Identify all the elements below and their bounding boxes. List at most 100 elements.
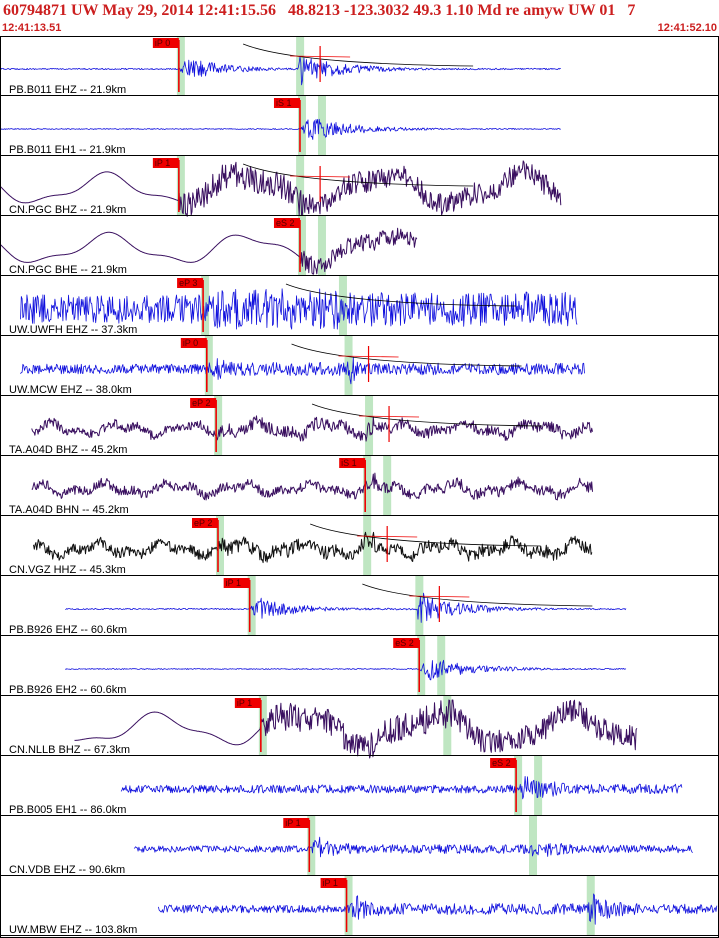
trace-panel: eP 2 TA.A04D BHZ -- 45.2km	[0, 396, 719, 456]
pick-flag	[190, 398, 217, 408]
amplitude-baseline	[409, 595, 470, 598]
waveform	[31, 472, 593, 501]
waveform	[65, 659, 627, 681]
coda-curve	[242, 163, 474, 187]
pick-label: eP 2	[192, 398, 210, 408]
waveform	[65, 592, 627, 623]
trace-panel: eP 2 CN.VGZ HHZ -- 45.3km	[0, 516, 719, 576]
seismogram-panel: iP 0 PB.B011 EHZ -- 21.9km iS 1 PB.B011 EH1…	[0, 36, 719, 938]
station-label: CN.PGC BHZ -- 21.9km	[9, 204, 126, 216]
pick-flag	[273, 218, 300, 228]
pick-label: eS 2	[395, 638, 414, 648]
pick-flag	[273, 98, 300, 108]
coda-curve	[285, 283, 516, 307]
pick-label: iP 1	[226, 578, 241, 588]
s-window	[296, 156, 305, 216]
pick-flag	[490, 758, 517, 768]
pick-label: iP 1	[237, 698, 252, 708]
pick-flag	[283, 818, 310, 828]
pick-flag	[393, 638, 420, 648]
s-window	[317, 216, 326, 276]
s-window	[443, 696, 452, 756]
waveform	[0, 227, 418, 275]
pick-flag	[180, 338, 207, 348]
station-label: PB.B011 EHZ -- 21.9km	[9, 84, 126, 96]
waveform	[0, 118, 561, 140]
station-label: PB.B011 EH1 -- 21.9km	[9, 144, 126, 156]
pick-label: iP 0	[183, 338, 198, 348]
pick-flag	[223, 578, 250, 588]
pick-label: iS 1	[341, 458, 357, 468]
pick-flag	[152, 158, 179, 168]
trace-panel: iP 1 PB.B926 EHZ -- 60.6km	[0, 576, 719, 636]
trace-panel: eS 2 PB.B005 EH1 -- 86.0km	[0, 756, 719, 816]
trace-panel: iS 1 PB.B011 EH1 -- 21.9km	[0, 96, 719, 156]
p-window	[297, 96, 306, 156]
waveform	[31, 415, 593, 442]
station-label: PB.B926 EHZ -- 60.6km	[9, 624, 127, 636]
amplitude-baseline	[338, 355, 399, 358]
station-label: UW.MCW EHZ -- 38.0km	[9, 384, 132, 396]
amplitude-baseline	[290, 55, 351, 58]
p-window	[214, 396, 223, 456]
p-window	[344, 876, 353, 936]
p-window	[176, 156, 185, 216]
trace-panel: eP 3 UW.UWFH EHZ -- 37.3km	[0, 276, 719, 336]
amplitude-baseline	[359, 415, 420, 418]
trace-panel: iS 1 TA.A04D BHN -- 45.2km	[0, 456, 719, 516]
s-window	[344, 336, 353, 396]
pick-label: eP 3	[179, 278, 197, 288]
trace-panel: iP 1 UW.MBW EHZ -- 103.8km	[0, 876, 719, 936]
p-window	[258, 696, 267, 756]
pick-flag	[339, 458, 366, 468]
trace-panel: iP 0 PB.B011 EHZ -- 21.9km	[0, 36, 719, 96]
p-window	[417, 636, 426, 696]
waveform	[158, 893, 718, 925]
pick-flag	[320, 878, 347, 888]
trace-panel: iP 1 CN.VDB EHZ -- 90.6km	[0, 816, 719, 876]
event-title: 60794871 UW May 29, 2014 12:41:15.56 48.…	[3, 2, 636, 19]
coda-curve	[310, 523, 541, 547]
pick-label: iS 1	[276, 98, 292, 108]
pick-flag	[234, 698, 261, 708]
s-window	[529, 816, 538, 876]
trace-panel: iP 1 CN.PGC BHZ -- 21.9km	[0, 156, 719, 217]
waveform	[0, 56, 561, 86]
pick-label: iP 0	[155, 38, 170, 48]
station-label: CN.PGC BHE -- 21.9km	[9, 264, 127, 276]
trace-panel: eS 2 PB.B926 EH2 -- 60.6km	[0, 636, 719, 696]
station-label: UW.MBW EHZ -- 103.8km	[9, 924, 137, 936]
station-label: UW.UWFH EHZ -- 37.3km	[9, 324, 137, 336]
amplitude-baseline	[357, 535, 418, 538]
pick-flag	[177, 278, 204, 288]
s-window	[296, 36, 305, 96]
p-window	[307, 816, 316, 876]
station-label: CN.VDB EHZ -- 90.6km	[9, 864, 125, 876]
waveform	[20, 288, 578, 330]
station-label: PB.B005 EH1 -- 86.0km	[9, 804, 126, 816]
s-window	[317, 96, 326, 156]
pick-label: eS 2	[276, 218, 295, 228]
trace-panel: iP 1 CN.NLLB BHZ -- 67.3km	[0, 696, 719, 759]
pick-label: iP 1	[285, 818, 300, 828]
coda-curve	[291, 343, 522, 367]
waveform	[74, 699, 638, 759]
waveform	[20, 356, 585, 385]
p-window	[514, 756, 523, 816]
pick-label: iP 1	[323, 878, 338, 888]
trace-panel: iP 0 UW.MCW EHZ -- 38.0km	[0, 336, 719, 396]
station-label: CN.VGZ HHZ -- 45.3km	[9, 564, 126, 576]
station-label: PB.B926 EH2 -- 60.6km	[9, 684, 126, 696]
pick-flag	[191, 518, 218, 528]
pick-label: iP 1	[155, 158, 170, 168]
coda-curve	[311, 403, 543, 427]
pick-label: eP 2	[194, 518, 212, 528]
waveform	[0, 160, 562, 217]
p-window	[176, 36, 185, 96]
pick-label: eS 2	[492, 758, 511, 768]
coda-curve	[242, 43, 474, 67]
station-label: TA.A04D BHN -- 45.2km	[9, 504, 129, 516]
amplitude-baseline	[290, 175, 351, 178]
window-start-time: 12:41:13.51	[2, 22, 62, 34]
pick-flag	[152, 38, 179, 48]
